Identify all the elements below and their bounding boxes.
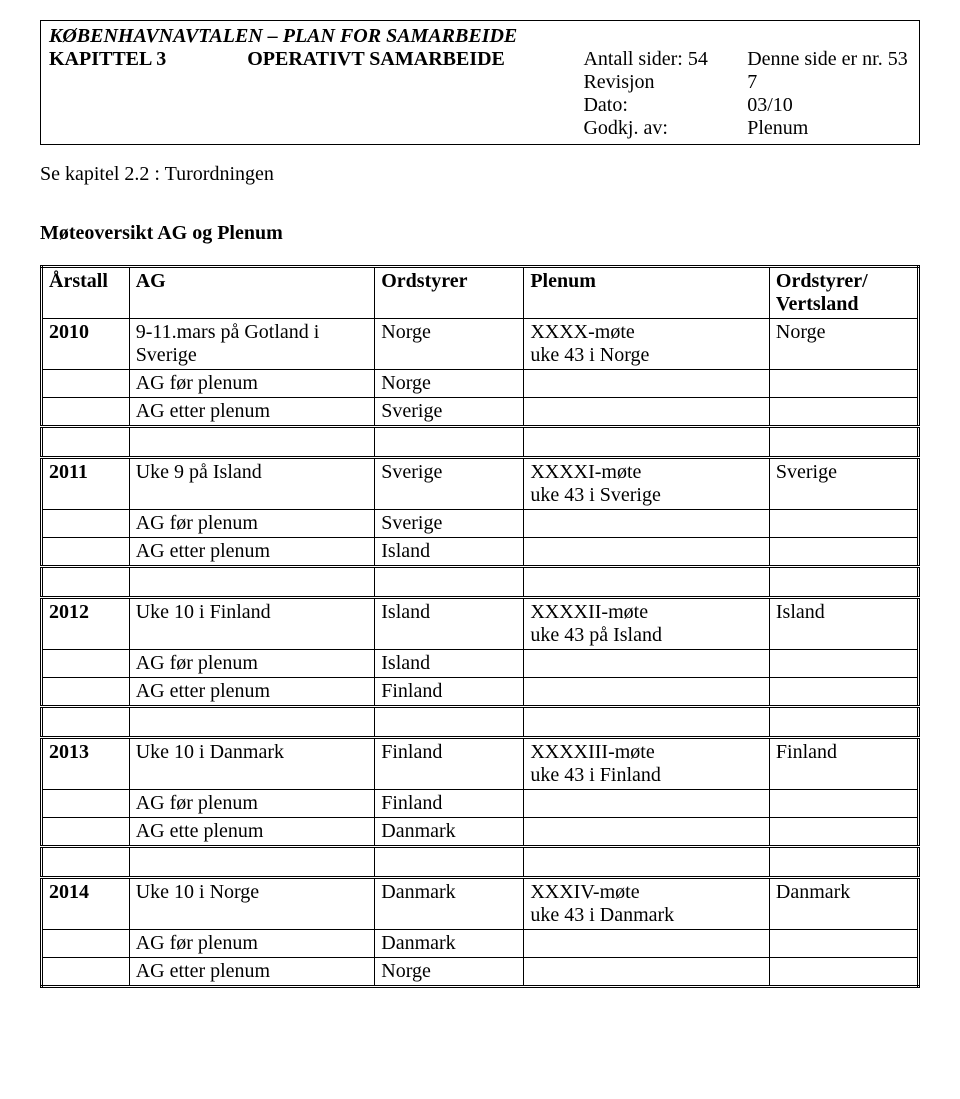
table-row: AG før plenum Finland bbox=[42, 790, 919, 818]
cell-plenum: XXXXI-møteuke 43 i Sverige bbox=[524, 458, 770, 510]
pages-label: Antall sider: bbox=[583, 48, 682, 70]
table-row: 2010 9-11.mars på Gotland i Sverige Norg… bbox=[42, 319, 919, 370]
cell-ord: Finland bbox=[375, 678, 524, 707]
subtitle: Se kapitel 2.2 : Turordningen bbox=[40, 163, 920, 186]
cell-ord: Finland bbox=[375, 790, 524, 818]
cell-ov: Danmark bbox=[769, 878, 918, 930]
cell-year: 2011 bbox=[42, 458, 130, 510]
table-row: AG etter plenum Sverige bbox=[42, 398, 919, 427]
table-row: 2011 Uke 9 på Island Sverige XXXXI-møteu… bbox=[42, 458, 919, 510]
cell-ag: Uke 9 på Island bbox=[129, 458, 375, 510]
approved-value: Plenum bbox=[747, 117, 911, 140]
cell-ord: Danmark bbox=[375, 818, 524, 847]
cell-ag: Uke 10 i Danmark bbox=[129, 738, 375, 790]
chapter-label: KAPITTEL 3 bbox=[49, 48, 247, 71]
cell-ord: Island bbox=[375, 538, 524, 567]
cell-ord: Island bbox=[375, 598, 524, 650]
cell-ag: AG før plenum bbox=[129, 790, 375, 818]
cell-ord: Sverige bbox=[375, 510, 524, 538]
cell-ord: Danmark bbox=[375, 930, 524, 958]
pages-value: 54 bbox=[688, 48, 708, 70]
chapter-title: OPERATIVT SAMARBEIDE bbox=[247, 48, 583, 71]
table-row: AG etter plenum Norge bbox=[42, 958, 919, 987]
rev-value: 7 bbox=[747, 71, 911, 94]
table-row: AG etter plenum Finland bbox=[42, 678, 919, 707]
table-row: AG før plenum Danmark bbox=[42, 930, 919, 958]
date-value: 03/10 bbox=[747, 94, 911, 117]
table-row: AG før plenum Norge bbox=[42, 370, 919, 398]
cell-ag: AG etter plenum bbox=[129, 678, 375, 707]
cell-ord: Sverige bbox=[375, 398, 524, 427]
table-row: AG før plenum Sverige bbox=[42, 510, 919, 538]
cell-ord: Island bbox=[375, 650, 524, 678]
date-label: Dato: bbox=[583, 94, 747, 117]
cell-ag: AG etter plenum bbox=[129, 538, 375, 567]
cell-ag: AG før plenum bbox=[129, 650, 375, 678]
table-row: AG ette plenum Danmark bbox=[42, 818, 919, 847]
cell-plenum: XXXX-møteuke 43 i Norge bbox=[524, 319, 770, 370]
col-plenum: Plenum bbox=[524, 267, 770, 319]
cell-ag: AG etter plenum bbox=[129, 958, 375, 987]
cell-ag: 9-11.mars på Gotland i Sverige bbox=[129, 319, 375, 370]
cell-year: 2013 bbox=[42, 738, 130, 790]
table-row bbox=[42, 707, 919, 738]
rev-label: Revisjon bbox=[583, 71, 747, 94]
cell-year: 2010 bbox=[42, 319, 130, 370]
cell-ord: Norge bbox=[375, 319, 524, 370]
cell-ov: Island bbox=[769, 598, 918, 650]
table-row: 2014 Uke 10 i Norge Danmark XXXIV-møteuk… bbox=[42, 878, 919, 930]
cell-ord: Sverige bbox=[375, 458, 524, 510]
cell-ag: AG ette plenum bbox=[129, 818, 375, 847]
cell-year: 2014 bbox=[42, 878, 130, 930]
table-row: AG før plenum Island bbox=[42, 650, 919, 678]
doc-title: KØBENHAVNAVTALEN – PLAN FOR SAMARBEIDE bbox=[49, 25, 911, 48]
cell-ag: Uke 10 i Norge bbox=[129, 878, 375, 930]
cell-year: 2012 bbox=[42, 598, 130, 650]
cell-ag: Uke 10 i Finland bbox=[129, 598, 375, 650]
cell-ag: AG før plenum bbox=[129, 510, 375, 538]
cell-ag: AG etter plenum bbox=[129, 398, 375, 427]
cell-plenum: XXXXIII-møteuke 43 i Finland bbox=[524, 738, 770, 790]
cell-ord: Norge bbox=[375, 370, 524, 398]
table-row: 2012 Uke 10 i Finland Island XXXXII-møte… bbox=[42, 598, 919, 650]
schedule-table: Årstall AG Ordstyrer Plenum Ordstyrer/ V… bbox=[40, 265, 920, 988]
cell-ord: Finland bbox=[375, 738, 524, 790]
page-value: 53 bbox=[888, 48, 908, 70]
cell-ov: Sverige bbox=[769, 458, 918, 510]
approved-label: Godkj. av: bbox=[583, 117, 747, 140]
table-row: AG etter plenum Island bbox=[42, 538, 919, 567]
col-ag: AG bbox=[129, 267, 375, 319]
cell-ord: Norge bbox=[375, 958, 524, 987]
cell-ag: AG før plenum bbox=[129, 370, 375, 398]
header-meta-table: KAPITTEL 3 OPERATIVT SAMARBEIDE Antall s… bbox=[49, 48, 911, 140]
cell-ov: Norge bbox=[769, 319, 918, 370]
cell-plenum: XXXXII-møteuke 43 på Island bbox=[524, 598, 770, 650]
cell-ag: AG før plenum bbox=[129, 930, 375, 958]
col-ordstyrer: Ordstyrer bbox=[375, 267, 524, 319]
table-row bbox=[42, 427, 919, 458]
header-box: KØBENHAVNAVTALEN – PLAN FOR SAMARBEIDE K… bbox=[40, 20, 920, 145]
col-year: Årstall bbox=[42, 267, 130, 319]
cell-ov: Finland bbox=[769, 738, 918, 790]
cell-ord: Danmark bbox=[375, 878, 524, 930]
col-ordstyrer-vertsland: Ordstyrer/ Vertsland bbox=[769, 267, 918, 319]
table-row: 2013 Uke 10 i Danmark Finland XXXXIII-mø… bbox=[42, 738, 919, 790]
table-row bbox=[42, 567, 919, 598]
section-title: Møteoversikt AG og Plenum bbox=[40, 222, 920, 245]
page-label: Denne side er nr. bbox=[747, 48, 883, 70]
table-row bbox=[42, 847, 919, 878]
cell-plenum: XXXIV-møteuke 43 i Danmark bbox=[524, 878, 770, 930]
